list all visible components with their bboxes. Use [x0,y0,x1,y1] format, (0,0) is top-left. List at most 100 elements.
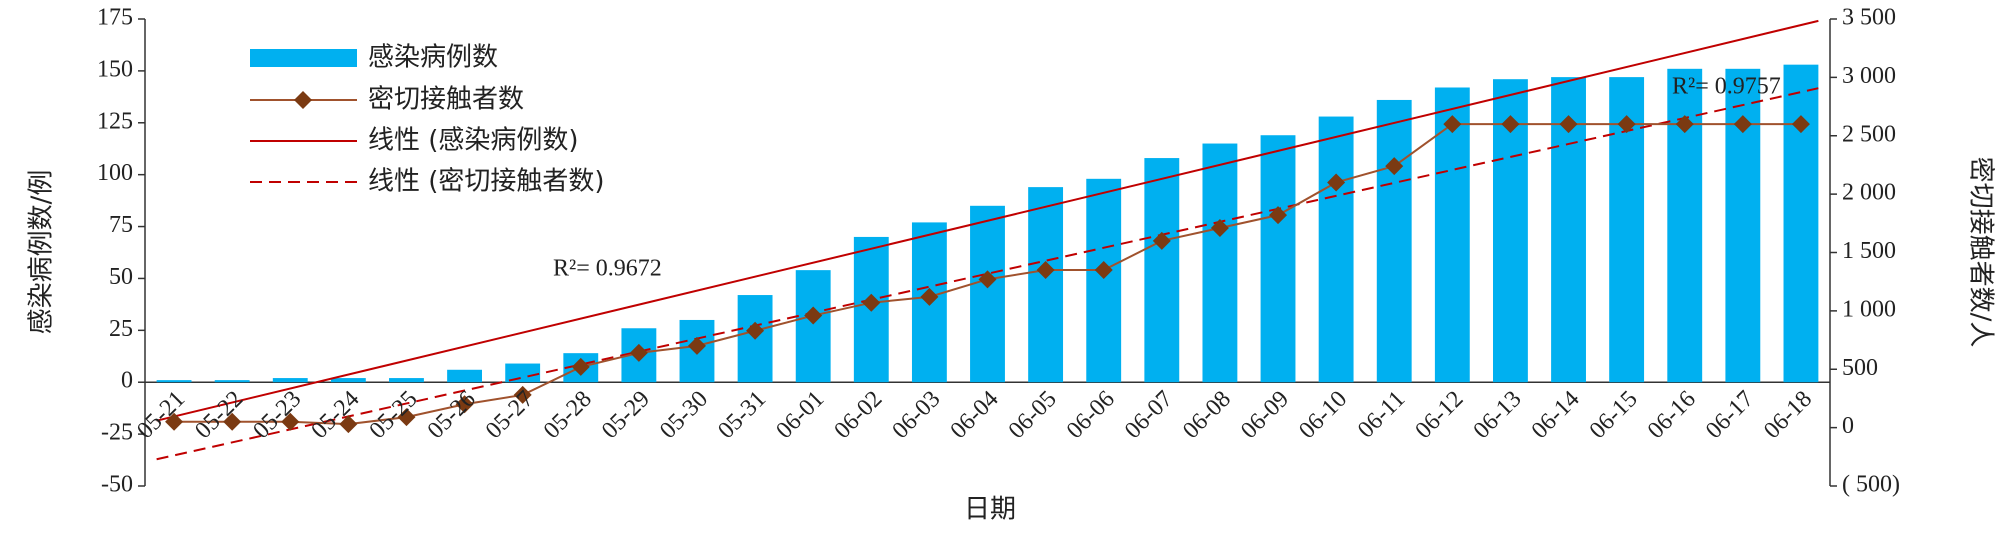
x-tick-label: 06-09 [1236,386,1294,444]
bar [1028,187,1064,383]
bar [1376,99,1412,383]
marker [1269,206,1288,225]
marker [513,385,532,404]
trend-annotation: R²= 0.9672 [553,256,662,282]
marker [1443,115,1462,134]
marker [920,287,939,306]
marker [1791,115,1810,134]
y2-tick-label: 0 [1842,413,1854,439]
bar [156,380,192,383]
marker [804,306,823,325]
y-tick-label: 0 [121,368,133,394]
legend-label: 线性 (感染病例数) [368,126,579,156]
bar [1086,178,1122,383]
marker [223,412,242,431]
y2-tick-label: 2 500 [1842,121,1896,147]
y-tick-label: 50 [109,264,133,290]
y2-tick-label: 3 500 [1842,5,1896,31]
y-tick-label: 175 [97,5,133,31]
y-tick-label: 100 [97,160,133,186]
y-tick-label: -25 [101,420,133,446]
x-tick-label: 06-06 [1062,386,1120,444]
marker [1675,115,1694,134]
x-tick-label: 06-01 [771,386,829,444]
x-tick-label: 05-29 [597,386,655,444]
marker [1501,115,1520,134]
y2-tick-label: 1 500 [1842,238,1896,264]
marker [1094,261,1113,280]
x-tick-label: 05-31 [713,386,771,444]
x-tick-label: 06-03 [888,386,946,444]
y2-axis-title: 密切接触者数/人 [1966,157,1996,348]
x-tick-label: 05-23 [248,386,306,444]
marker [1152,231,1171,250]
marker [1327,173,1346,192]
legend-label: 密切接触者数 [368,85,524,115]
x-tick-label: 06-14 [1527,386,1585,444]
y2-tick-label: 3 000 [1842,63,1896,89]
bar [447,369,482,383]
x-tick-label: 06-07 [1120,386,1178,444]
y-tick-label: 150 [97,56,133,82]
x-tick-label: 05-22 [190,386,248,444]
x-tick-label: 06-10 [1294,386,1352,444]
marker [1385,157,1404,176]
x-tick-label: 05-24 [307,386,365,444]
x-tick-label: 06-18 [1759,386,1817,444]
y-tick-label: 75 [109,212,133,238]
bar [389,378,424,383]
x-tick-label: 06-12 [1410,386,1468,444]
trend-annotation: R²= 0.9757 [1672,74,1781,100]
y2-tick-label: ( 500) [1842,472,1900,498]
x-tick-label: 05-26 [423,386,481,444]
x-tick-label: 06-16 [1643,386,1701,444]
bar [272,378,308,383]
bar [1783,64,1819,383]
bar [1260,135,1296,383]
marker [571,357,590,376]
marker [978,270,997,289]
x-tick-label: 06-02 [829,386,887,444]
marker [1559,115,1578,134]
x-tick-label: 05-30 [655,386,713,444]
marker [1036,261,1055,280]
x-tick-label: 06-13 [1469,386,1527,444]
trend-line [156,19,1819,422]
legend-label: 线性 (密切接触者数) [368,167,605,197]
marker [455,395,474,414]
x-tick-label: 06-17 [1701,386,1759,444]
x-tick-label: 06-15 [1585,386,1643,444]
marker [281,412,300,431]
marker [397,408,416,427]
bar [970,205,1005,383]
marker [339,415,358,434]
bar [330,378,366,383]
y-tick-label: -50 [101,472,133,498]
legend-label: 感染病例数 [368,43,498,73]
marker [165,412,184,431]
marker [1210,218,1229,237]
x-axis-title: 日期 [964,495,1016,525]
y2-tick-label: 2 000 [1842,180,1896,206]
bar [214,380,250,383]
y-tick-label: 25 [109,316,133,342]
bar [1318,116,1354,383]
x-tick-label: 06-11 [1353,386,1410,443]
marker [1733,115,1752,134]
x-tick-label: 06-08 [1178,386,1236,444]
y-tick-label: 125 [97,108,133,134]
bar [505,363,541,383]
marker [746,321,765,340]
bar [1434,87,1470,383]
y2-tick-label: 1 000 [1842,296,1896,322]
bar [1202,143,1238,383]
legend-swatch [294,91,312,109]
y2-tick-label: 500 [1842,355,1878,381]
bar [1144,158,1180,383]
marker [1617,115,1636,134]
y-axis-title: 感染病例数/例 [27,170,57,335]
bar [795,270,831,383]
marker [862,293,881,312]
